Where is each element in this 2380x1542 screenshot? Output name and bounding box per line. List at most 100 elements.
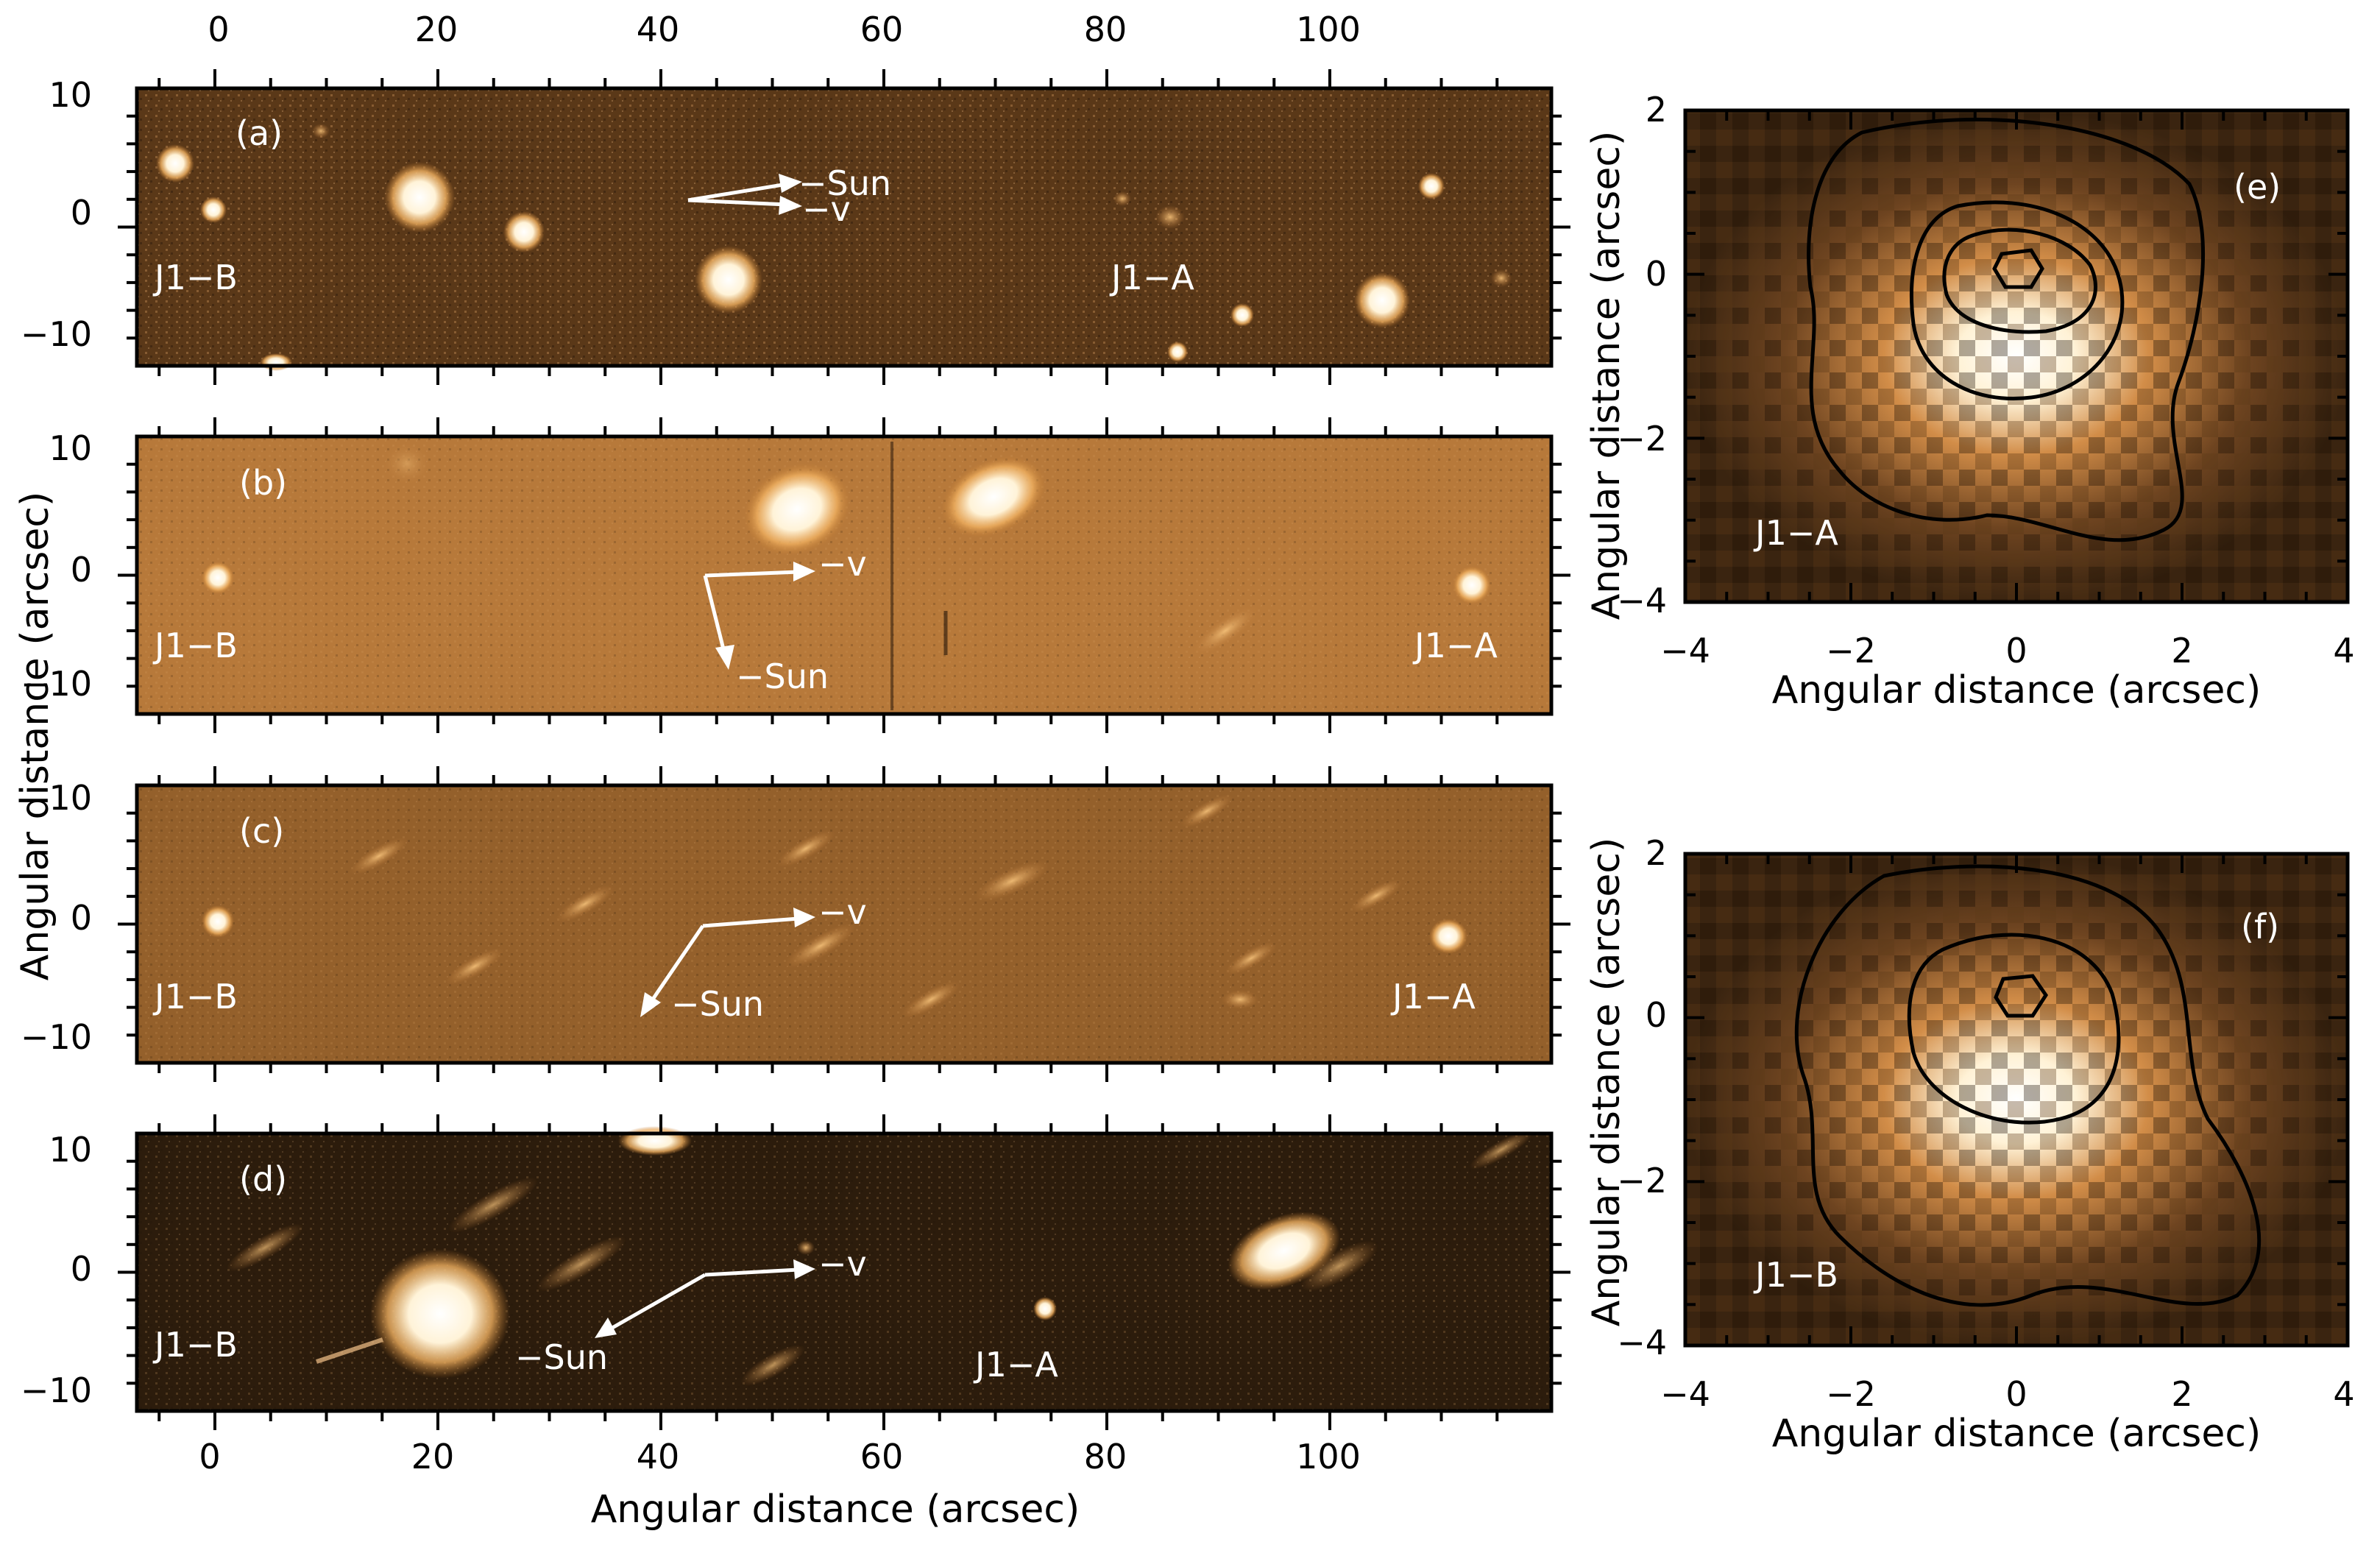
object-label-b: J1−B: [152, 977, 238, 1016]
panel-label: (a): [235, 113, 283, 153]
top-axis-tick-labels: 0 20 40 60 80 100: [208, 10, 1361, 49]
y-tick-label: −2: [1617, 1161, 1667, 1200]
top-tick-label: 40: [637, 10, 680, 49]
velocity-label: −v: [818, 1244, 867, 1284]
y-tick-label: 0: [71, 898, 92, 938]
bottom-tick-label: 100: [1296, 1437, 1361, 1476]
bottom-tick-label: 0: [199, 1437, 220, 1476]
x-tick-label: 2: [2171, 631, 2192, 671]
bottom-tick-label: 80: [1084, 1437, 1127, 1476]
trail-streaks: [349, 792, 1403, 1021]
velocity-arrowhead: [779, 196, 802, 215]
object-label-a: J1−A: [1412, 626, 1498, 665]
core-contour: [1994, 974, 2049, 1018]
object-label-b: J1−B: [152, 258, 238, 297]
trail-blob: [743, 460, 851, 559]
left-y-axis-title: Angular distance (arcsec): [13, 492, 57, 981]
source-faint: [1113, 191, 1131, 206]
x-tick-label: 4: [2333, 1374, 2354, 1414]
velocity-arrowhead: [793, 562, 815, 581]
y-tick-label: 0: [71, 1249, 92, 1289]
left-y-tick-labels: 10 0 −10 10 0 −10 10 0 −10 10 0 −10: [21, 75, 92, 1410]
y-tick-label: 10: [49, 75, 92, 115]
inner-contour: [1942, 227, 2097, 334]
velocity-direction-arrow: [704, 570, 799, 578]
source-faint: [382, 442, 432, 486]
y-tick-label: 10: [49, 428, 92, 468]
sun-arrowhead: [595, 1318, 617, 1338]
y-tick-label: −10: [21, 1371, 92, 1410]
sun-label: −Sun: [515, 1337, 608, 1377]
panel-f-y-tick-labels: 2 0 −2 −4: [1617, 833, 1667, 1362]
bottom-tick-label: 20: [411, 1437, 455, 1476]
source-blob: [1167, 342, 1188, 362]
top-tick-label: 0: [208, 10, 229, 49]
source-blob: [1354, 272, 1410, 328]
panel-b: (b) J1−B J1−A −v −Sun: [135, 434, 1554, 716]
panel-e: (e) J1−A: [1683, 108, 2350, 604]
object-label: J1−A: [1753, 513, 1838, 553]
source-blob: [202, 905, 234, 938]
y-tick-label: −2: [1617, 419, 1667, 459]
x-tick-label: 0: [2005, 631, 2027, 671]
y-tick-label: −4: [1617, 1323, 1667, 1362]
source-faint: [1491, 269, 1512, 287]
velocity-label: −v: [802, 189, 851, 229]
panel-label: (c): [239, 811, 284, 851]
source-blob: [156, 144, 194, 183]
x-tick-label: 0: [2005, 1374, 2027, 1414]
x-tick-label: 2: [2171, 1374, 2192, 1414]
panel-label: (e): [2234, 167, 2281, 207]
y-tick-label: 10: [49, 778, 92, 818]
y-tick-label: 0: [71, 550, 92, 590]
panel-d: (d) J1−B J1−A −v −Sun: [135, 1126, 1554, 1413]
sun-label: −Sun: [736, 657, 829, 696]
bottom-x-axis-title: Angular distance (arcsec): [591, 1488, 1080, 1532]
source-blob: [202, 562, 234, 594]
top-tick-label: 100: [1296, 10, 1361, 49]
panel-f-x-axis-title: Angular distance (arcsec): [1772, 1412, 2262, 1456]
bright-spike: [316, 1337, 383, 1364]
object-label-a: J1−A: [1390, 977, 1476, 1016]
source-blob: [618, 1126, 692, 1156]
y-tick-label: 0: [71, 193, 92, 233]
right-y-axis-title: Angular distance (arcsec): [1584, 131, 1629, 620]
panel-label: (d): [239, 1159, 287, 1199]
source-blob: [1230, 303, 1254, 327]
bottom-tick-label: 60: [860, 1437, 904, 1476]
velocity-label: −v: [818, 892, 867, 932]
sun-direction-arrow: [703, 575, 727, 656]
sun-label: −Sun: [798, 163, 891, 203]
object-label: J1−B: [1753, 1255, 1838, 1295]
source-blob: [503, 211, 545, 252]
sun-direction-arrow: [606, 1273, 706, 1333]
panel-label: (b): [239, 463, 287, 503]
y-tick-label: 2: [1646, 833, 1667, 873]
source-blob: [260, 353, 292, 371]
panel-e-x-axis-title: Angular distance (arcsec): [1772, 668, 2262, 712]
outer-contour: [1794, 864, 2262, 1307]
source-faint: [1155, 205, 1185, 229]
trail-blob: [1227, 1206, 1342, 1295]
y-tick-label: 10: [49, 1130, 92, 1170]
panel-f: (f) J1−B: [1683, 852, 2350, 1348]
sun-label: −Sun: [671, 984, 764, 1024]
panel-c: (c) J1−B J1−A −v −Sun: [135, 783, 1554, 1065]
source-blob: [695, 246, 762, 314]
panel-a: (a) J1−B J1−A −Sun −v: [135, 86, 1554, 371]
y-tick-label: −4: [1617, 581, 1667, 620]
x-tick-label: −4: [1660, 631, 1710, 671]
trail-faint: [1189, 602, 1261, 659]
bottom-axis-tick-labels: 0 20 40 60 80 100: [199, 1437, 1361, 1476]
y-tick-label: 0: [1646, 995, 1667, 1035]
velocity-arrowhead: [793, 908, 815, 927]
middle-contour: [1910, 200, 2125, 400]
top-tick-label: 80: [1084, 10, 1127, 49]
top-tick-label: 20: [415, 10, 458, 49]
y-tick-label: 0: [1646, 254, 1667, 294]
object-label-b: J1−B: [152, 1325, 238, 1365]
source-blob: [1033, 1297, 1057, 1320]
source-faint: [797, 1240, 815, 1255]
velocity-direction-arrow: [704, 1267, 799, 1277]
x-tick-label: −2: [1826, 631, 1876, 671]
